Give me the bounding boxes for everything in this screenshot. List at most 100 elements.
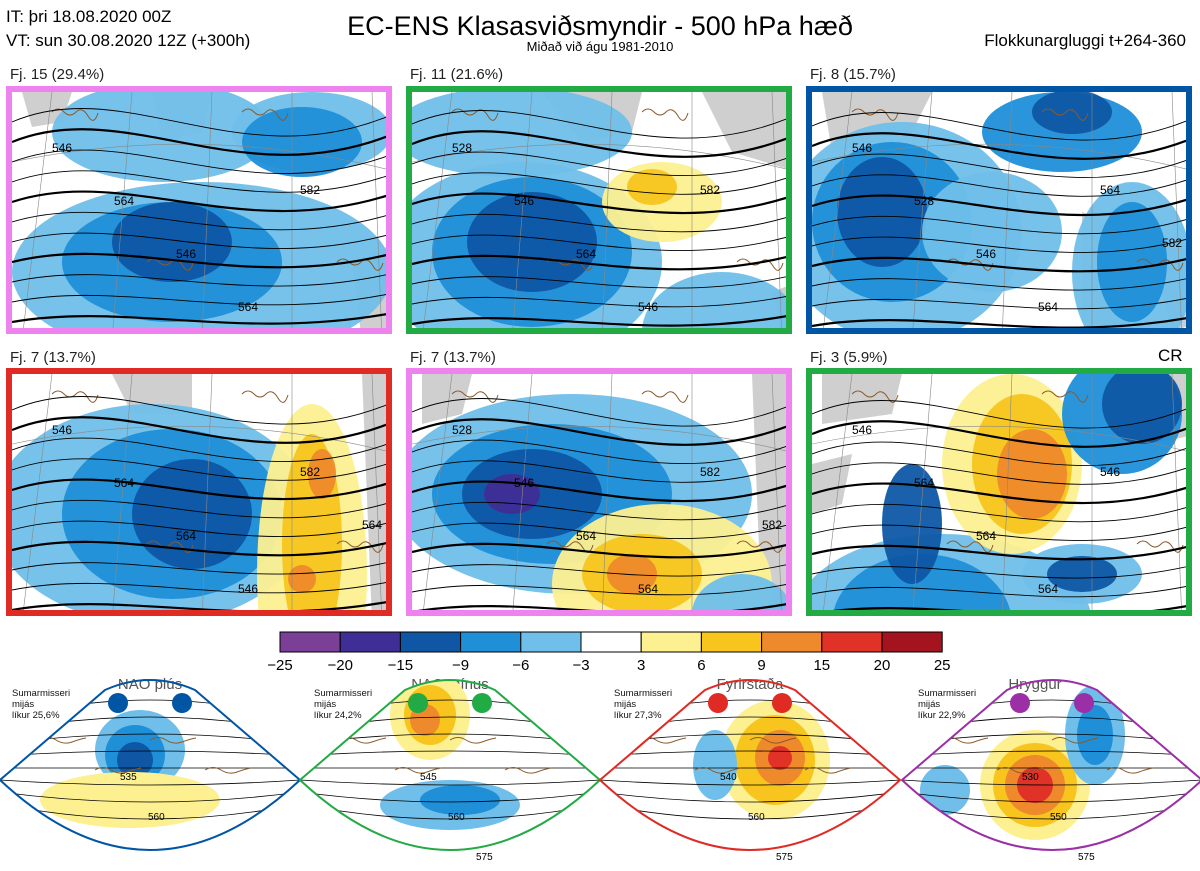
regime-contour-label: 545 [420,772,437,783]
regime-contour [902,716,1200,733]
height-contour [12,478,386,501]
height-contour [812,400,1186,429]
graticule-line [371,92,382,328]
land-area [112,374,192,414]
regime-contour [0,750,300,757]
regime-coastline [859,737,900,744]
height-contour [412,501,786,521]
regime-season: Sumarmisseri [12,688,71,699]
height-contour [812,278,1186,291]
contour-label: 528 [914,194,934,208]
regime-contour-label: 575 [476,852,493,863]
height-contour [12,396,386,425]
height-contour [812,297,1186,310]
coastline [241,108,289,121]
height-contour [812,153,1186,178]
graticule-line [12,425,386,452]
coastline [241,390,289,403]
contour-label: 582 [300,183,320,197]
graticule-line [812,143,1186,170]
graticule-line [371,374,382,610]
land-area [812,454,852,514]
contour-label: 564 [114,476,134,490]
contour-label: 546 [638,300,658,314]
height-contour [12,499,386,519]
regime-note: Sumarmisseri mijás líkur 25,6% [12,688,70,721]
contour-label: 528 [452,423,472,437]
regime-contour-label: 575 [776,852,793,863]
colorbar-tick: −3 [572,657,589,672]
cluster-map-5: 528 546 564 564 582 582 [406,368,792,616]
regime-contour [600,791,900,803]
height-contour [812,462,1186,485]
height-contour [12,108,386,137]
height-contour [812,215,1186,235]
regime-contour [300,779,600,786]
height-contour [812,585,1186,598]
height-contour [412,460,786,483]
colorbar-tick: −15 [388,657,413,672]
colorbar-tick: −9 [452,657,469,672]
contour-label: 564 [638,582,658,596]
cluster-map-plot: 546 564 564 546 582 564 [12,374,386,610]
regime-title: Fyrirstaða [716,676,784,693]
height-contour [12,149,386,174]
contour-label: 564 [576,529,596,543]
anomaly-shading [288,565,316,593]
coastline [1041,390,1089,403]
coastline [641,108,689,121]
graticule-line [602,374,613,610]
panel-label: Fj. 7 (13.7%) [10,349,96,366]
colorbar-tick: 6 [697,657,705,672]
anomaly-shading [52,92,272,182]
height-contour [12,437,386,462]
cluster-map-plot: 546 564 546 564 582 [12,92,386,328]
coastline [451,108,499,121]
anomaly-shading [1102,374,1182,444]
valid-time: VT: sun 30.08.2020 12Z (+300h) [6,31,251,50]
height-contour [12,274,386,287]
anomaly-shading [882,464,942,584]
regime-coastline [149,737,197,744]
height-contour [12,458,386,481]
regime-contour [600,750,900,757]
contour-label: 564 [1038,582,1058,596]
colorbar-tick: 25 [934,657,951,672]
graticule-line [812,425,1186,452]
contour-label: 564 [1038,300,1058,314]
contour-label: 546 [514,476,534,490]
graticule-line [771,92,782,328]
subtitle: Miðað við águ 1981-2010 [526,39,674,54]
regime-contour-label: 550 [1050,812,1067,823]
regime-probability: líkur 22,9% [918,710,966,721]
anomaly-shading [467,192,597,292]
regime-contour-label: 560 [748,812,765,823]
graticule-line [202,92,213,328]
contour-label: 564 [176,529,196,543]
cluster-map-plot: 528 546 564 564 582 582 [412,374,786,610]
regime-coastline [996,767,1044,774]
height-contour [12,562,386,575]
regime-note: Sumarmisseri mijás líkur 22,9% [918,688,976,721]
height-contour [812,316,1186,328]
regime-anomaly [40,772,220,828]
height-contour [12,170,386,193]
regime-coastline [1051,737,1099,744]
contour-label: 546 [52,141,72,155]
height-contour [412,172,786,195]
height-contour [412,418,786,446]
anomaly-shading [627,169,677,205]
climatology-reference-label: CR [1158,346,1183,365]
coastline [946,540,994,553]
height-contour [412,276,786,289]
regime-map: 540 560 575 [598,679,902,863]
graticule-line [12,143,386,170]
anomaly-shading [1032,92,1112,134]
panel-label: Fj. 3 (5.9%) [810,349,888,366]
coastline [146,258,194,271]
height-contour [412,254,786,271]
colorbar-tick: −20 [327,657,352,672]
colorbar-tick: 3 [637,657,645,672]
height-contour [812,482,1186,505]
anomaly-shading [1097,202,1167,322]
